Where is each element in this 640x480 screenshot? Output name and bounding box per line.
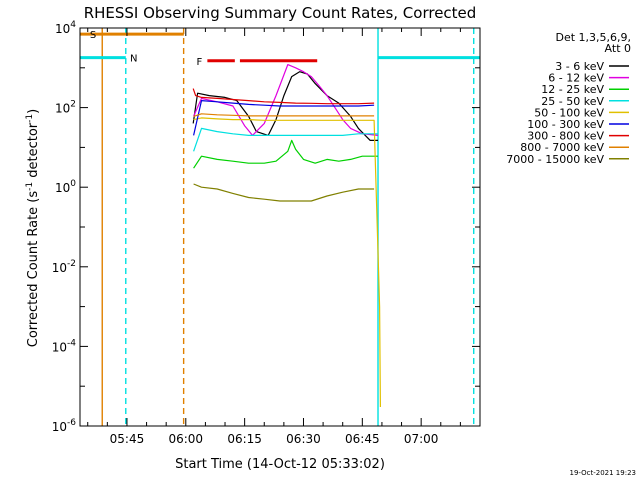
y-tick-label: 104 [55,20,76,36]
series-line [192,88,375,105]
y-tick-label: 102 [55,100,76,116]
legend-entry-label: 100 - 300 keV [527,118,604,131]
legend-title-attenuator: Att 0 [605,42,631,55]
x-tick-label: 06:45 [345,432,380,446]
legend-title-detectors: Det 1,3,5,6,9, [555,31,631,44]
x-tick-label: 06:15 [227,432,262,446]
series-line [192,71,378,141]
legend-entry-label: 3 - 6 keV [555,60,604,73]
legend-entry-label: 50 - 100 keV [534,106,604,119]
series-line [193,113,375,117]
plot-area: S N F [80,28,480,426]
legend-entry-label: 7000 - 15000 keV [506,153,604,166]
series-line [193,127,378,152]
legend-entry-label: 25 - 50 keV [541,95,604,108]
footer-date: 19-Oct-2021 19:23 [570,469,636,477]
state-label: F [196,57,202,68]
x-axis-label: Start Time (14-Oct-12 05:33:02) [175,457,385,472]
state-label: N [130,54,137,65]
series-line [193,63,379,136]
x-tick-label: 06:30 [286,432,321,446]
legend-entry-label: 6 - 12 keV [548,72,604,85]
series-line [193,139,378,169]
series-line [193,99,375,136]
legend-entry-label: 12 - 25 keV [541,83,604,96]
state-label: S [90,30,96,41]
y-tick-label: 10-2 [52,259,76,275]
x-tick-label: 05:45 [110,432,145,446]
y-tick-label: 10-6 [52,418,77,434]
y-tick-label: 10-4 [52,338,77,354]
y-axis-ticks: 10-6 10-4 10-2 100 102 104 [52,20,480,434]
x-tick-label: 06:00 [168,432,203,446]
plot-frame [79,27,481,427]
x-axis-ticks: 05:45 06:00 06:15 06:30 06:45 07:00 [87,28,481,446]
y-tick-label: 100 [55,179,76,195]
series-line [193,117,381,408]
series-line [193,183,375,202]
y-axis-label: Corrected Count Rate (s-1 detector-1) [25,109,41,347]
x-tick-label: 07:00 [404,432,439,446]
legend-entry-label: 300 - 800 keV [527,130,604,143]
legend-entry-label: 800 - 7000 keV [520,141,604,154]
chart-title: RHESSI Observing Summary Count Rates, Co… [84,4,477,22]
